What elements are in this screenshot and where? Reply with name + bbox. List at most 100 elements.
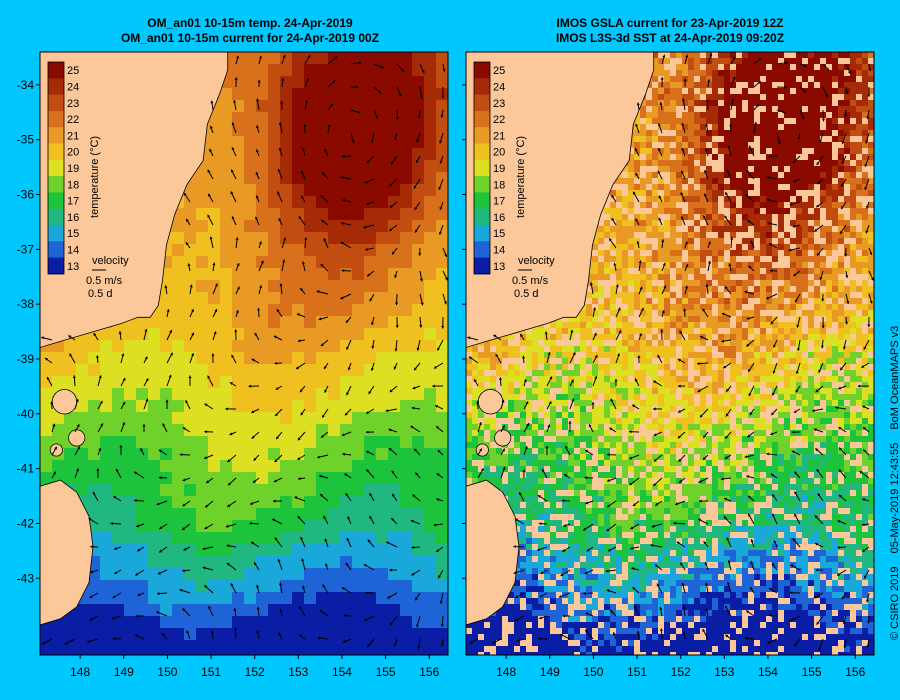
- velocity-arrow-head: [685, 285, 688, 289]
- velocity-arrow-head: [165, 399, 169, 403]
- velocity-arrow-head: [607, 479, 610, 482]
- velocity-arrow-head: [685, 54, 689, 58]
- velocity-arrow-head: [300, 288, 304, 292]
- velocity-arrow-head: [440, 624, 444, 627]
- velocity-arrow-head: [821, 325, 825, 329]
- velocity-arrow-head: [134, 499, 137, 503]
- lon-label: 153: [288, 665, 308, 679]
- velocity-arrow-head: [842, 346, 846, 350]
- velocity-arrow-head: [297, 457, 301, 460]
- velocity-arrow-head: [347, 367, 351, 371]
- velocity-arrow-head: [395, 117, 399, 120]
- velocity-arrow-head: [867, 94, 871, 97]
- velocity-arrow-head: [98, 375, 102, 379]
- velocity-arrow-head: [721, 339, 724, 343]
- velocity-arrow-head: [841, 596, 845, 600]
- velocity-arrow-head: [731, 98, 735, 102]
- velocity-arrow-head: [547, 352, 551, 355]
- velocity-legend-title: velocity: [518, 255, 555, 267]
- velocity-arrow-head: [306, 78, 309, 82]
- velocity-arrow-head: [784, 85, 787, 89]
- velocity-arrow-head: [635, 218, 639, 222]
- velocity-arrow-head: [432, 384, 435, 388]
- velocity-arrow-head: [844, 253, 848, 257]
- velocity-arrow-head: [815, 542, 819, 546]
- velocity-arrow-head: [636, 102, 640, 106]
- velocity-arrow-head: [537, 548, 541, 551]
- velocity-arrow-head: [412, 386, 416, 390]
- velocity-arrow-head: [276, 436, 280, 440]
- velocity-arrow-head: [272, 518, 276, 522]
- velocity-arrow-head: [389, 228, 393, 231]
- left-title-line2: OM_an01 10-15m current for 24-Apr-2019 0…: [120, 31, 380, 45]
- colorbar-tick: 22: [67, 114, 79, 126]
- velocity-arrow-head: [835, 406, 839, 410]
- velocity-arrow-head: [416, 160, 419, 164]
- velocity-arrow-head: [421, 70, 425, 74]
- colorbar-swatch: [474, 143, 490, 161]
- velocity-arrow-head: [653, 380, 657, 384]
- velocity-arrow-head: [375, 116, 379, 119]
- velocity-arrow-head: [320, 494, 324, 498]
- timestamp-text: 05-May-2019 12:43:55: [889, 442, 900, 554]
- velocity-arrow-head: [541, 468, 545, 472]
- velocity-arrow-head: [297, 339, 301, 343]
- velocity-arrow-head: [185, 400, 189, 404]
- lat-label: -38: [17, 297, 35, 311]
- copyright-text: © CSIRO 2019: [889, 566, 900, 640]
- velocity-arrow-head: [862, 405, 866, 409]
- velocity-arrow-head: [467, 336, 471, 340]
- velocity-arrow-head: [767, 640, 771, 644]
- velocity-arrow-head: [417, 115, 421, 119]
- velocity-arrow-head: [845, 275, 849, 278]
- velocity-arrow-head: [570, 329, 574, 333]
- velocity-arrow-head: [746, 170, 750, 174]
- velocity-arrow-head: [813, 595, 817, 599]
- velocity-arrow-head: [681, 122, 685, 126]
- velocity-arrow-head: [585, 629, 589, 633]
- velocity-arrow-head: [675, 502, 679, 506]
- velocity-arrow-head: [317, 455, 321, 459]
- velocity-arrow-head: [134, 471, 138, 475]
- velocity-arrow-head: [168, 374, 172, 378]
- velocity-arrow-head: [282, 54, 286, 58]
- velocity-arrow-head: [327, 124, 331, 128]
- velocity-arrow-head: [210, 100, 214, 104]
- velocity-arrow-head: [370, 140, 374, 144]
- lat-label: -39: [17, 352, 35, 366]
- velocity-arrow-head: [211, 353, 215, 356]
- velocity-arrow-head: [162, 423, 166, 427]
- velocity-arrow-head: [320, 264, 324, 267]
- velocity-arrow-head: [653, 458, 657, 462]
- velocity-arrow-head: [208, 606, 212, 609]
- velocity-arrow-head: [792, 538, 796, 542]
- velocity-arrow-head: [861, 523, 865, 527]
- velocity-arrow-head: [523, 379, 527, 382]
- velocity-legend-title: velocity: [92, 255, 129, 267]
- velocity-arrow-head: [661, 310, 665, 314]
- velocity-arrow-head: [867, 620, 871, 624]
- velocity-arrow-head: [436, 426, 440, 430]
- velocity-arrow-head: [610, 398, 614, 402]
- velocity-arrow-head: [478, 422, 482, 426]
- lon-label: 150: [157, 665, 177, 679]
- velocity-arrow-head: [748, 265, 752, 269]
- velocity-arrow-head: [724, 286, 728, 290]
- velocity-arrow-head: [707, 241, 711, 245]
- velocity-arrow-head: [145, 398, 149, 402]
- velocity-arrow-head: [369, 515, 373, 519]
- velocity-arrow-head: [342, 198, 346, 203]
- velocity-arrow-head: [657, 170, 661, 174]
- velocity-arrow-head: [41, 336, 45, 340]
- velocity-arrow-head: [843, 114, 848, 117]
- velocity-arrow-head: [437, 347, 440, 351]
- velocity-arrow-head: [179, 453, 183, 457]
- velocity-arrow-head: [637, 355, 641, 359]
- velocity-arrow-head: [344, 412, 348, 416]
- velocity-arrow-head: [439, 600, 443, 604]
- velocity-arrow-head: [347, 516, 351, 520]
- velocity-arrow-head: [230, 583, 234, 587]
- velocity-arrow-head: [705, 608, 709, 612]
- velocity-arrow-head: [684, 241, 688, 245]
- velocity-arrow-head: [395, 302, 399, 306]
